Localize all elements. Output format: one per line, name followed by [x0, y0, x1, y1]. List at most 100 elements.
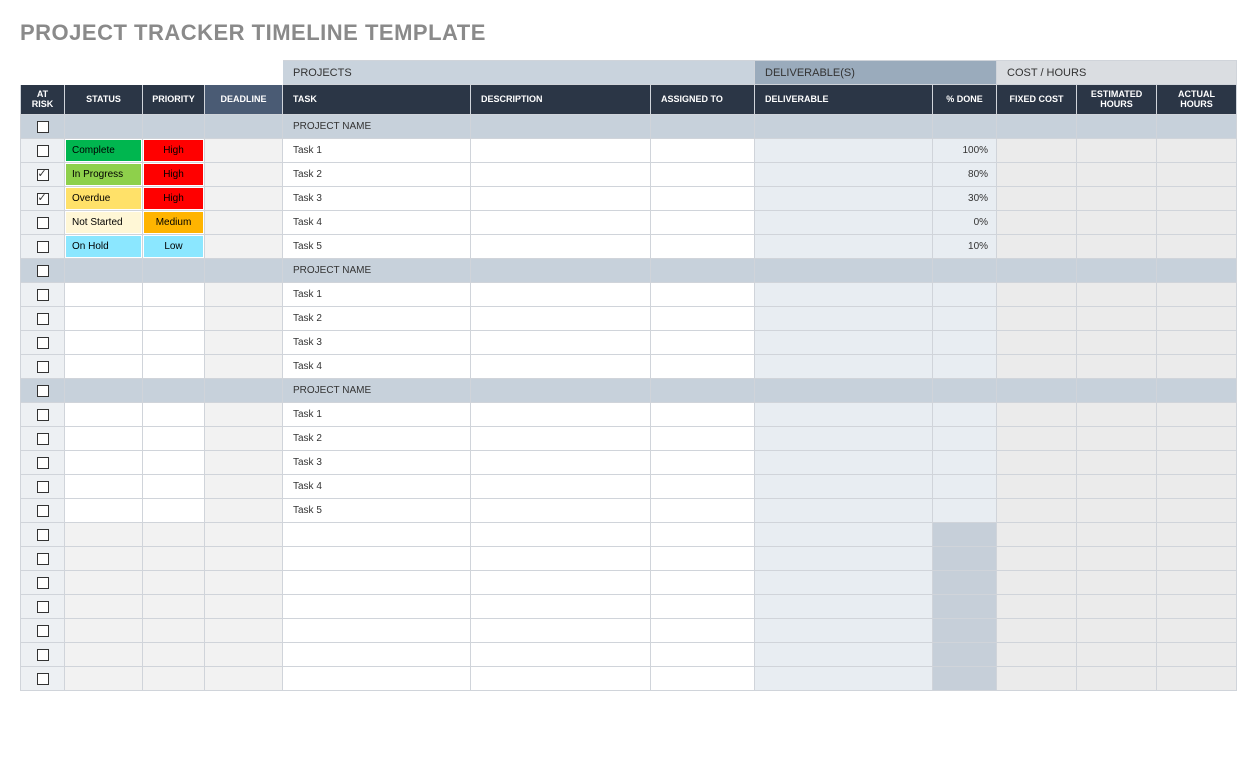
task-cell[interactable]: PROJECT NAME: [283, 259, 471, 283]
deadline-cell[interactable]: [205, 499, 283, 523]
fixed-cost-cell[interactable]: [997, 547, 1077, 571]
priority-cell[interactable]: [143, 451, 205, 475]
deadline-cell[interactable]: [205, 331, 283, 355]
description-cell[interactable]: [471, 379, 651, 403]
pct-done-cell[interactable]: [933, 307, 997, 331]
priority-cell[interactable]: [143, 643, 205, 667]
deadline-cell[interactable]: [205, 403, 283, 427]
status-cell[interactable]: [65, 475, 143, 499]
description-cell[interactable]: [471, 187, 651, 211]
deliverable-cell[interactable]: [755, 163, 933, 187]
priority-cell[interactable]: [143, 595, 205, 619]
task-cell[interactable]: Task 2: [283, 163, 471, 187]
estimated-hours-cell[interactable]: [1077, 187, 1157, 211]
deadline-cell[interactable]: [205, 643, 283, 667]
deadline-cell[interactable]: [205, 163, 283, 187]
actual-hours-cell[interactable]: [1157, 475, 1237, 499]
deliverable-cell[interactable]: [755, 139, 933, 163]
priority-cell[interactable]: [143, 331, 205, 355]
fixed-cost-cell[interactable]: [997, 379, 1077, 403]
task-cell[interactable]: Task 3: [283, 451, 471, 475]
fixed-cost-cell[interactable]: [997, 667, 1077, 691]
deliverable-cell[interactable]: [755, 259, 933, 283]
fixed-cost-cell[interactable]: [997, 283, 1077, 307]
estimated-hours-cell[interactable]: [1077, 451, 1157, 475]
actual-hours-cell[interactable]: [1157, 139, 1237, 163]
actual-hours-cell[interactable]: [1157, 523, 1237, 547]
deadline-cell[interactable]: [205, 523, 283, 547]
pct-done-cell[interactable]: [933, 115, 997, 139]
estimated-hours-cell[interactable]: [1077, 595, 1157, 619]
assigned-to-cell[interactable]: [651, 667, 755, 691]
deliverable-cell[interactable]: [755, 547, 933, 571]
pct-done-cell[interactable]: [933, 475, 997, 499]
assigned-to-cell[interactable]: [651, 643, 755, 667]
pct-done-cell[interactable]: [933, 331, 997, 355]
deliverable-cell[interactable]: [755, 331, 933, 355]
fixed-cost-cell[interactable]: [997, 403, 1077, 427]
status-cell[interactable]: On Hold: [65, 235, 143, 259]
description-cell[interactable]: [471, 259, 651, 283]
status-cell[interactable]: Not Started: [65, 211, 143, 235]
deadline-cell[interactable]: [205, 379, 283, 403]
priority-cell[interactable]: Low: [143, 235, 205, 259]
estimated-hours-cell[interactable]: [1077, 235, 1157, 259]
priority-cell[interactable]: [143, 403, 205, 427]
assigned-to-cell[interactable]: [651, 307, 755, 331]
at-risk-checkbox[interactable]: [37, 673, 49, 685]
actual-hours-cell[interactable]: [1157, 379, 1237, 403]
priority-cell[interactable]: High: [143, 139, 205, 163]
assigned-to-cell[interactable]: [651, 139, 755, 163]
pct-done-cell[interactable]: [933, 259, 997, 283]
at-risk-checkbox[interactable]: [37, 289, 49, 301]
actual-hours-cell[interactable]: [1157, 403, 1237, 427]
status-cell[interactable]: [65, 451, 143, 475]
actual-hours-cell[interactable]: [1157, 187, 1237, 211]
assigned-to-cell[interactable]: [651, 619, 755, 643]
at-risk-checkbox[interactable]: [37, 385, 49, 397]
assigned-to-cell[interactable]: [651, 547, 755, 571]
at-risk-checkbox[interactable]: [37, 433, 49, 445]
fixed-cost-cell[interactable]: [997, 163, 1077, 187]
status-cell[interactable]: [65, 331, 143, 355]
pct-done-cell[interactable]: [933, 643, 997, 667]
priority-cell[interactable]: [143, 619, 205, 643]
estimated-hours-cell[interactable]: [1077, 163, 1157, 187]
task-cell[interactable]: [283, 619, 471, 643]
description-cell[interactable]: [471, 163, 651, 187]
actual-hours-cell[interactable]: [1157, 259, 1237, 283]
fixed-cost-cell[interactable]: [997, 595, 1077, 619]
status-cell[interactable]: [65, 403, 143, 427]
estimated-hours-cell[interactable]: [1077, 307, 1157, 331]
priority-cell[interactable]: [143, 475, 205, 499]
priority-cell[interactable]: [143, 307, 205, 331]
task-cell[interactable]: [283, 571, 471, 595]
deliverable-cell[interactable]: [755, 427, 933, 451]
at-risk-checkbox[interactable]: [37, 529, 49, 541]
assigned-to-cell[interactable]: [651, 475, 755, 499]
status-cell[interactable]: [65, 499, 143, 523]
fixed-cost-cell[interactable]: [997, 235, 1077, 259]
actual-hours-cell[interactable]: [1157, 283, 1237, 307]
estimated-hours-cell[interactable]: [1077, 331, 1157, 355]
fixed-cost-cell[interactable]: [997, 427, 1077, 451]
actual-hours-cell[interactable]: [1157, 451, 1237, 475]
deadline-cell[interactable]: [205, 595, 283, 619]
deadline-cell[interactable]: [205, 619, 283, 643]
status-cell[interactable]: [65, 115, 143, 139]
fixed-cost-cell[interactable]: [997, 307, 1077, 331]
actual-hours-cell[interactable]: [1157, 595, 1237, 619]
assigned-to-cell[interactable]: [651, 115, 755, 139]
assigned-to-cell[interactable]: [651, 355, 755, 379]
description-cell[interactable]: [471, 283, 651, 307]
estimated-hours-cell[interactable]: [1077, 571, 1157, 595]
assigned-to-cell[interactable]: [651, 595, 755, 619]
description-cell[interactable]: [471, 475, 651, 499]
description-cell[interactable]: [471, 595, 651, 619]
at-risk-checkbox[interactable]: [37, 481, 49, 493]
estimated-hours-cell[interactable]: [1077, 139, 1157, 163]
deliverable-cell[interactable]: [755, 379, 933, 403]
pct-done-cell[interactable]: 30%: [933, 187, 997, 211]
fixed-cost-cell[interactable]: [997, 475, 1077, 499]
assigned-to-cell[interactable]: [651, 499, 755, 523]
